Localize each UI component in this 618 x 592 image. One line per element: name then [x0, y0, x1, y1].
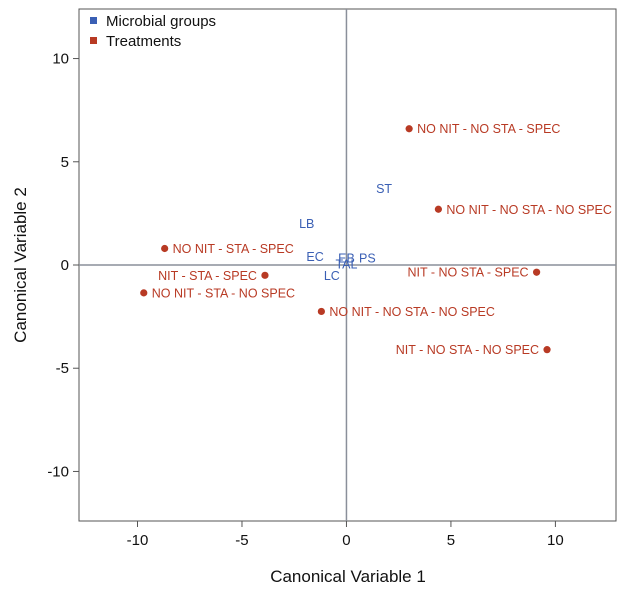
- treatment-label: NIT - NO STA - NO SPEC: [396, 343, 539, 357]
- treatment-label: NO NIT - STA - SPEC: [173, 242, 294, 256]
- x-tick-label: 0: [342, 532, 350, 549]
- treatment-label: NIT - NO STA - SPEC: [408, 266, 529, 280]
- treatment-label: NO NIT - NO STA - NO SPEC: [446, 203, 612, 217]
- microbial-group-label-lc: LC: [324, 269, 340, 283]
- x-tick-label: 5: [447, 532, 455, 549]
- microbial-group-label-st: ST: [376, 182, 392, 196]
- legend-label-microbial-groups: Microbial groups: [106, 13, 216, 30]
- y-tick-label: 0: [61, 257, 69, 274]
- treatment-point: [161, 244, 169, 253]
- x-axis-ticks: -10 -5 0 5 10: [127, 521, 564, 549]
- treatment-point: [140, 289, 148, 297]
- treatment-point: [434, 205, 442, 213]
- treatment-label: NO NIT - NO STA - SPEC: [417, 122, 560, 136]
- y-tick-label: -5: [56, 360, 69, 377]
- legend-marker-microbial-groups: [90, 17, 97, 24]
- treatment-point: [405, 125, 413, 133]
- y-axis-title: Canonical Variable 2: [11, 187, 30, 343]
- treatment-label: NO NIT - NO STA - NO SPEC: [329, 305, 495, 319]
- treatment-label: NO NIT - STA - NO SPEC: [152, 286, 295, 300]
- treatment-point: [543, 346, 551, 354]
- y-axis-ticks: -10 -5 0 5 10: [47, 51, 79, 480]
- y-tick-label: -10: [47, 463, 69, 480]
- treatment-point: [532, 268, 541, 276]
- y-tick-label: 10: [52, 51, 69, 68]
- x-axis-title: Canonical Variable 1: [270, 567, 426, 586]
- y-tick-label: 5: [61, 154, 69, 171]
- treatment-point: [261, 271, 269, 279]
- treatment-label: NIT - STA - SPEC: [158, 269, 257, 283]
- treatment-point: [317, 307, 325, 316]
- microbial-group-label-tal: TAL: [335, 257, 357, 271]
- microbial-group-label-ps: PS: [359, 251, 376, 265]
- x-tick-label: -5: [235, 532, 248, 549]
- reference-lines: [79, 9, 616, 521]
- x-tick-label: -10: [127, 532, 149, 549]
- microbial-group-label-eb: EB: [338, 251, 355, 265]
- legend: Microbial groups Treatments: [90, 13, 216, 50]
- microbial-group-label-lb: LB: [299, 217, 314, 231]
- microbial-group-label-ec: EC: [306, 250, 323, 264]
- legend-marker-treatments: [90, 37, 97, 44]
- legend-label-treatments: Treatments: [106, 33, 181, 50]
- x-tick-label: 10: [547, 532, 564, 549]
